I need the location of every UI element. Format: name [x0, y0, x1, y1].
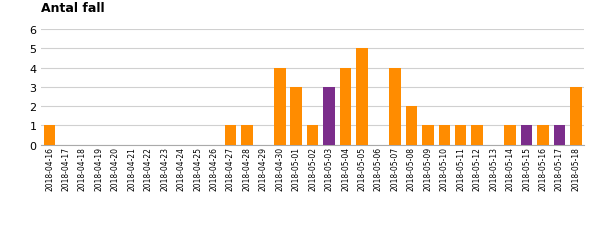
Bar: [323, 88, 335, 145]
Bar: [455, 126, 467, 145]
Bar: [44, 126, 55, 145]
Bar: [389, 68, 401, 145]
Bar: [521, 126, 532, 145]
Bar: [241, 126, 253, 145]
Bar: [504, 126, 516, 145]
Bar: [340, 68, 352, 145]
Bar: [570, 88, 582, 145]
Bar: [307, 126, 319, 145]
Bar: [290, 88, 302, 145]
Legend: Insjukningsdatum, Provtagningsdatum: Insjukningsdatum, Provtagningsdatum: [183, 248, 442, 250]
Bar: [471, 126, 483, 145]
Text: Antal fall: Antal fall: [41, 2, 105, 15]
Bar: [438, 126, 450, 145]
Bar: [422, 126, 434, 145]
Bar: [356, 49, 368, 145]
Bar: [553, 126, 565, 145]
Bar: [537, 126, 549, 145]
Bar: [521, 126, 532, 145]
Bar: [406, 107, 417, 145]
Bar: [323, 107, 335, 145]
Bar: [225, 126, 236, 145]
Bar: [274, 68, 286, 145]
